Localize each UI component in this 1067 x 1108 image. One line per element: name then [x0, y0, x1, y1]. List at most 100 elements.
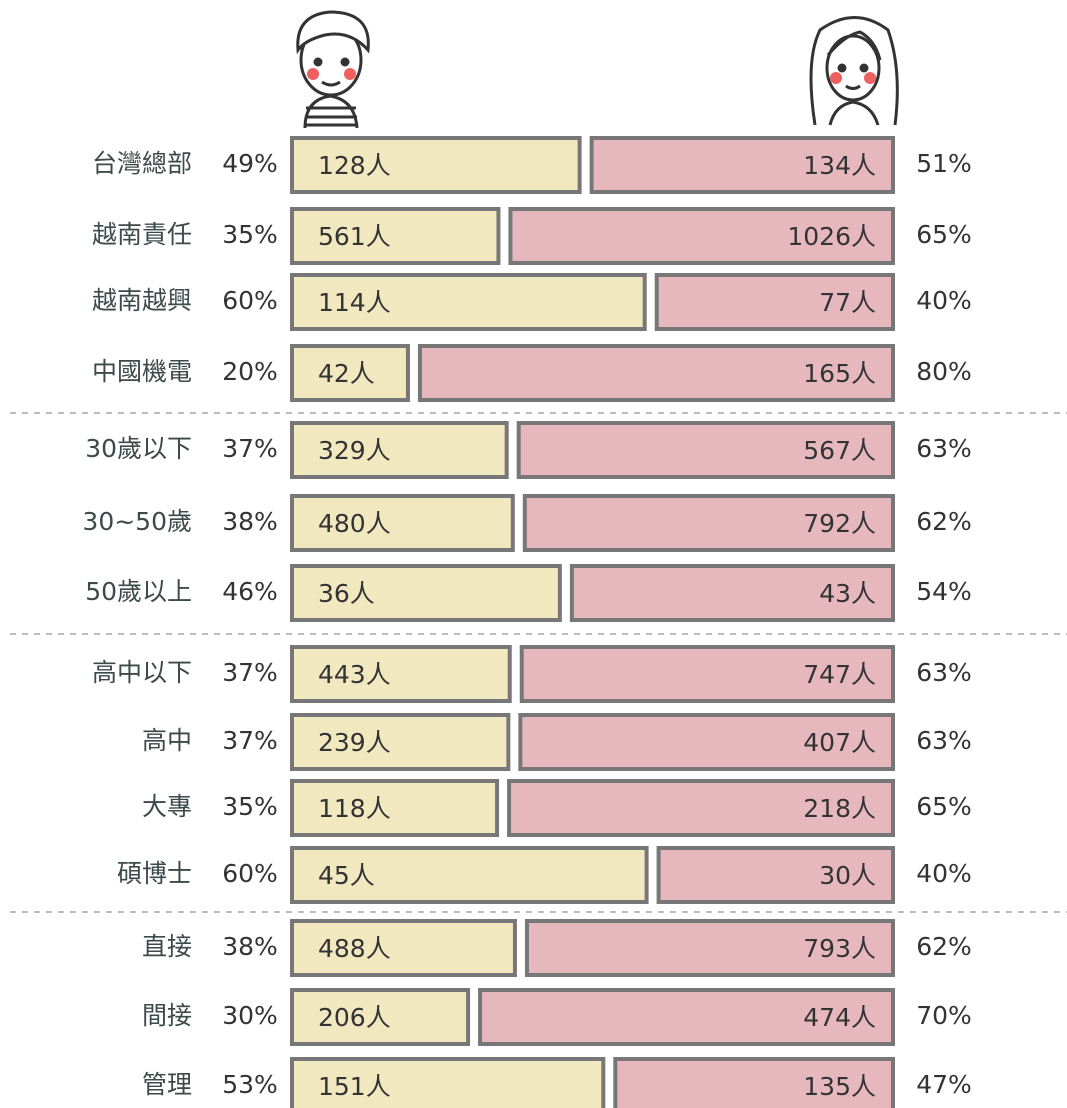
- female-bar: [507, 779, 895, 837]
- category-label: 碩博士: [117, 859, 192, 888]
- male-count: 480人: [318, 509, 391, 538]
- female-bar: [518, 713, 895, 771]
- separators: [10, 412, 1067, 913]
- male-share: 35%: [222, 792, 278, 821]
- category-label: 30~50歲: [82, 507, 192, 536]
- female-share: 62%: [916, 507, 972, 536]
- female-bar: [478, 988, 895, 1046]
- female-count: 218人: [803, 794, 876, 823]
- male-bar: [290, 494, 515, 552]
- male-bar: [290, 645, 512, 703]
- male-count: 561人: [318, 222, 391, 251]
- female-count: 474人: [803, 1003, 876, 1032]
- male-bar: [290, 779, 500, 837]
- male-share: 38%: [222, 932, 278, 961]
- female-bar: [656, 846, 895, 904]
- male-share: 35%: [222, 220, 278, 249]
- male-count: 329人: [318, 436, 391, 465]
- female-bar: [589, 136, 896, 194]
- female-count: 134人: [803, 151, 876, 180]
- male-avatar: [296, 10, 370, 129]
- male-share: 49%: [222, 149, 278, 178]
- male-bar: [290, 564, 562, 622]
- female-count: 77人: [819, 288, 876, 317]
- female-share: 40%: [916, 286, 972, 315]
- female-count: 747人: [803, 660, 876, 689]
- female-share: 80%: [916, 357, 972, 386]
- female-bar: [613, 1057, 896, 1108]
- category-label: 大專: [142, 792, 192, 821]
- male-bar: [290, 919, 517, 977]
- female-share: 47%: [916, 1070, 972, 1099]
- male-share: 37%: [222, 658, 278, 687]
- female-count: 1026人: [787, 222, 876, 251]
- male-share: 20%: [222, 357, 278, 386]
- female-share: 70%: [916, 1001, 972, 1030]
- female-count: 165人: [803, 359, 876, 388]
- male-count: 488人: [318, 934, 391, 963]
- category-label: 中國機電: [92, 357, 192, 386]
- category-label: 間接: [142, 1001, 192, 1030]
- female-share: 63%: [916, 434, 972, 463]
- female-bar: [516, 421, 895, 479]
- male-count: 114人: [318, 288, 391, 317]
- female-count: 567人: [803, 436, 876, 465]
- male-share: 37%: [222, 434, 278, 463]
- male-count: 45人: [318, 861, 375, 890]
- female-share: 65%: [916, 220, 972, 249]
- male-count: 42人: [318, 359, 375, 388]
- category-label: 高中: [142, 726, 192, 755]
- female-share: 54%: [916, 577, 972, 606]
- male-count: 151人: [318, 1072, 391, 1101]
- male-share: 46%: [222, 577, 278, 606]
- male-count: 118人: [318, 794, 391, 823]
- male-count: 206人: [318, 1003, 391, 1032]
- female-share: 65%: [916, 792, 972, 821]
- category-label: 台灣總部: [92, 149, 192, 178]
- category-label: 直接: [142, 932, 192, 961]
- category-label: 越南責任: [92, 220, 192, 249]
- male-share: 60%: [222, 859, 278, 888]
- female-count: 135人: [803, 1072, 876, 1101]
- male-count: 443人: [318, 660, 391, 689]
- category-label: 管理: [142, 1070, 192, 1099]
- female-bar: [524, 919, 895, 977]
- female-bar: [519, 645, 896, 703]
- female-count: 793人: [803, 934, 876, 963]
- male-bar: [290, 988, 471, 1046]
- female-bar: [522, 494, 896, 552]
- category-label: 高中以下: [92, 658, 192, 687]
- male-bar: [290, 713, 511, 771]
- category-label: 越南越興: [92, 286, 192, 315]
- female-bar: [569, 564, 895, 622]
- male-bar: [290, 344, 410, 402]
- male-count: 239人: [318, 728, 391, 757]
- male-share: 60%: [222, 286, 278, 315]
- female-share: 51%: [916, 149, 972, 178]
- female-share: 62%: [916, 932, 972, 961]
- male-bar: [290, 1057, 606, 1108]
- female-avatar: [809, 16, 899, 126]
- male-bar: [290, 136, 582, 194]
- male-share: 37%: [222, 726, 278, 755]
- female-count: 407人: [803, 728, 876, 757]
- female-count: 43人: [819, 579, 876, 608]
- male-share: 38%: [222, 507, 278, 536]
- male-bar: [290, 846, 649, 904]
- male-share: 30%: [222, 1001, 278, 1030]
- female-bar: [654, 273, 895, 331]
- category-label: 50歲以上: [85, 577, 192, 606]
- male-bar: [290, 421, 509, 479]
- female-count: 792人: [803, 509, 876, 538]
- male-count: 36人: [318, 579, 375, 608]
- category-label: 30歲以下: [85, 434, 192, 463]
- female-share: 40%: [916, 859, 972, 888]
- male-count: 128人: [318, 151, 391, 180]
- male-bar: [290, 273, 647, 331]
- male-share: 53%: [222, 1070, 278, 1099]
- female-share: 63%: [916, 726, 972, 755]
- male-bar: [290, 207, 501, 265]
- female-bar: [417, 344, 895, 402]
- female-count: 30人: [819, 861, 876, 890]
